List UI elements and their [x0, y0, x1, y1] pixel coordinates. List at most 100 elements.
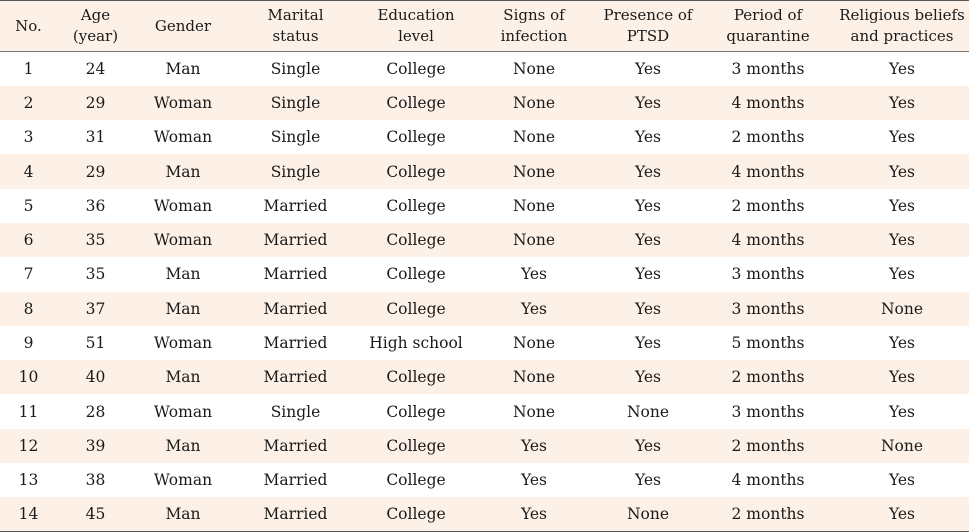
column-header-line: status: [272, 27, 319, 45]
cell-gender: Man: [165, 265, 201, 284]
cell-period-of-quarantine: 3 months: [731, 265, 805, 284]
cell-gender: Man: [165, 59, 201, 78]
cell-period-of-quarantine: 2 months: [731, 196, 805, 215]
cell-period-of-quarantine: 4 months: [731, 93, 805, 112]
cell-gender: Woman: [153, 196, 213, 215]
cell-no: 5: [23, 196, 34, 215]
cell-age: 29: [85, 162, 106, 181]
table-row: 11 28 Woman Single College None None 3 months Ye…: [0, 394, 969, 428]
cell-marital-status: Single: [270, 162, 321, 181]
column-header-line: level: [398, 27, 434, 45]
cell-period-of-quarantine: 4 months: [731, 162, 805, 181]
cell-religious-beliefs: Yes: [888, 231, 915, 250]
cell-presence-of-ptsd: Yes: [634, 128, 661, 147]
cell-marital-status: Married: [232, 497, 359, 532]
cell-period-of-quarantine: 5 months: [731, 334, 805, 353]
column-header-period-of-quarantine: Period of quarantine: [701, 0, 835, 52]
cell-religious-beliefs: Yes: [888, 334, 915, 353]
cell-marital-status: Single: [270, 59, 321, 78]
cell-marital-status: Married: [263, 334, 328, 353]
cell-gender: Man: [165, 368, 201, 387]
cell-marital-status: Single: [270, 128, 321, 147]
cell-no: 13: [18, 471, 39, 490]
cell-signs-of-infection: None: [512, 128, 556, 147]
cell-marital-status: Married: [263, 299, 328, 318]
cell-presence-of-ptsd: Yes: [634, 93, 661, 112]
cell-education-level: College: [386, 299, 446, 318]
cell-period-of-quarantine: 4 months: [731, 231, 805, 250]
cell-age: 24: [85, 59, 106, 78]
cell-no: 12: [18, 436, 39, 455]
cell-age: 51: [85, 334, 106, 353]
cell-education-level: College: [359, 497, 473, 532]
cell-presence-of-ptsd: Yes: [634, 334, 661, 353]
cell-presence-of-ptsd: Yes: [634, 162, 661, 181]
column-header-line: quarantine: [726, 27, 810, 45]
table-body: 1 24 Man Single College None Yes 3 months Yes 2 29…: [0, 52, 969, 532]
column-header-line: Education: [377, 6, 455, 24]
cell-no: 6: [23, 231, 34, 250]
cell-gender: Woman: [153, 128, 213, 147]
cell-signs-of-infection: None: [512, 368, 556, 387]
column-header-line: and practices: [850, 27, 954, 45]
table-row: 7 35 Man Married College Yes Yes 3 months Yes: [0, 257, 969, 291]
cell-no: 7: [23, 265, 34, 284]
cell-education-level: College: [386, 265, 446, 284]
cell-age: 39: [85, 436, 106, 455]
cell-education-level: College: [386, 368, 446, 387]
cell-no: 8: [23, 299, 34, 318]
column-header-age: Age (year): [57, 0, 134, 52]
cell-education-level: High school: [369, 334, 463, 353]
cell-age: 35: [85, 231, 106, 250]
cell-education-level: College: [386, 471, 446, 490]
column-header-line: Marital: [267, 6, 324, 24]
column-header-line: (year): [72, 27, 119, 45]
cell-gender: Man: [165, 299, 201, 318]
cell-marital-status: Married: [263, 471, 328, 490]
cell-presence-of-ptsd: Yes: [634, 265, 661, 284]
cell-marital-status: Married: [263, 436, 328, 455]
cell-religious-beliefs: Yes: [835, 497, 969, 532]
cell-signs-of-infection: None: [512, 59, 556, 78]
table-row: 8 37 Man Married College Yes Yes 3 months None: [0, 291, 969, 326]
cell-gender: Man: [165, 436, 201, 455]
cell-no: 2: [23, 93, 34, 112]
cell-religious-beliefs: Yes: [888, 471, 915, 490]
cell-age: 28: [85, 402, 106, 421]
cell-period-of-quarantine: 3 months: [731, 299, 805, 318]
cell-presence-of-ptsd: Yes: [634, 59, 661, 78]
cell-presence-of-ptsd: Yes: [634, 231, 661, 250]
table-row: 13 38 Woman Married College Yes Yes 4 months Yes: [0, 463, 969, 497]
cell-education-level: College: [386, 231, 446, 250]
column-header-line: PTSD: [626, 27, 670, 45]
cell-gender: Man: [165, 162, 201, 181]
cell-gender: Woman: [153, 93, 213, 112]
column-header-line: Signs of: [503, 6, 565, 24]
column-header-line: infection: [500, 27, 568, 45]
cell-age: 36: [85, 196, 106, 215]
cell-signs-of-infection: Yes: [520, 436, 547, 455]
cell-religious-beliefs: Yes: [888, 265, 915, 284]
cell-religious-beliefs: Yes: [888, 368, 915, 387]
table-row: 1 24 Man Single College None Yes 3 months Yes: [0, 52, 969, 86]
table-row: 6 35 Woman Married College None Yes 4 months Yes: [0, 222, 969, 258]
cell-education-level: College: [386, 128, 446, 147]
cell-marital-status: Married: [263, 231, 328, 250]
table-row: 14 45 Man Married College Yes None 2 months Yes: [0, 497, 969, 532]
cell-gender: Woman: [153, 402, 213, 421]
cell-no: 4: [23, 162, 34, 181]
cell-signs-of-infection: Yes: [520, 265, 547, 284]
cell-signs-of-infection: Yes: [473, 497, 595, 532]
header-row: No. Age (year) Gender Marital status Education…: [0, 0, 969, 52]
cell-presence-of-ptsd: Yes: [634, 299, 661, 318]
column-header-presence-of-ptsd: Presence of PTSD: [595, 0, 701, 52]
cell-presence-of-ptsd: Yes: [634, 471, 661, 490]
cell-religious-beliefs: Yes: [888, 402, 915, 421]
cell-presence-of-ptsd: Yes: [634, 196, 661, 215]
cell-signs-of-infection: None: [512, 93, 556, 112]
table-row: 3 31 Woman Single College None Yes 2 months Yes: [0, 120, 969, 154]
cell-presence-of-ptsd: None: [595, 497, 701, 532]
column-header-line: Religious beliefs: [839, 6, 965, 24]
cell-period-of-quarantine: 4 months: [731, 471, 805, 490]
cell-education-level: College: [386, 162, 446, 181]
